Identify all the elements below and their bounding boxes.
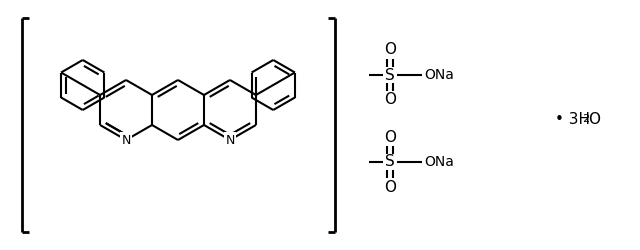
Text: O: O <box>384 92 396 108</box>
Text: N: N <box>225 134 235 146</box>
Text: N: N <box>122 134 131 146</box>
Text: ONa: ONa <box>424 155 454 169</box>
Text: • 3H: • 3H <box>555 112 590 126</box>
Text: S: S <box>385 154 395 170</box>
Text: O: O <box>384 180 396 194</box>
Text: 2: 2 <box>582 114 589 124</box>
Text: O: O <box>384 130 396 144</box>
Text: O: O <box>588 112 600 126</box>
Text: O: O <box>384 42 396 58</box>
Text: ONa: ONa <box>424 68 454 82</box>
Text: S: S <box>385 68 395 82</box>
